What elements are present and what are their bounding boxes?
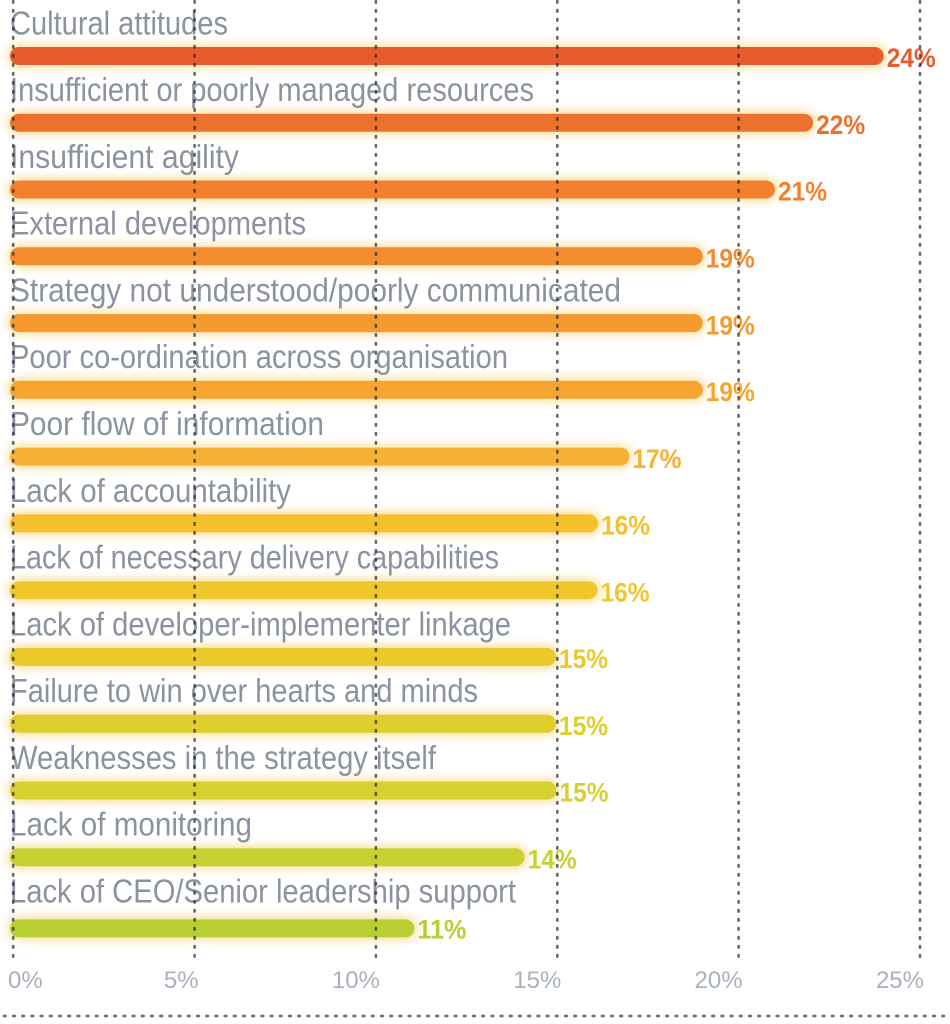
svg-text:15%: 15%: [559, 644, 608, 674]
svg-text:0%: 0%: [8, 967, 43, 994]
svg-text:16%: 16%: [601, 577, 650, 607]
svg-text:Poor flow of information: Poor flow of information: [10, 406, 324, 443]
svg-text:Failure to win over hearts and: Failure to win over hearts and minds: [10, 673, 478, 710]
svg-text:Lack of necessary delivery cap: Lack of necessary delivery capabilities: [10, 540, 499, 577]
svg-text:19%: 19%: [706, 310, 755, 340]
svg-text:19%: 19%: [706, 244, 755, 274]
svg-text:17%: 17%: [632, 444, 681, 474]
svg-text:External developments: External developments: [10, 206, 306, 243]
svg-text:21%: 21%: [778, 177, 827, 207]
svg-text:14%: 14%: [528, 844, 577, 874]
svg-text:15%: 15%: [513, 967, 561, 994]
svg-text:Strategy not understood/poorly: Strategy not understood/poorly communica…: [10, 273, 621, 310]
svg-text:Lack of accountability: Lack of accountability: [10, 473, 291, 510]
svg-text:Lack of monitoring: Lack of monitoring: [10, 807, 252, 844]
svg-text:24%: 24%: [887, 43, 936, 73]
svg-text:Insufficient or poorly managed: Insufficient or poorly managed resources: [10, 72, 534, 109]
svg-text:Cultural attitudes: Cultural attitudes: [10, 5, 228, 42]
svg-text:19%: 19%: [706, 377, 755, 407]
svg-text:20%: 20%: [695, 967, 743, 994]
svg-text:15%: 15%: [559, 711, 608, 741]
svg-text:25%: 25%: [876, 967, 924, 994]
svg-text:Lack of CEO/Senior leadership: Lack of CEO/Senior leadership support: [10, 873, 517, 910]
svg-text:Insufficient agility: Insufficient agility: [10, 139, 239, 176]
svg-text:16%: 16%: [601, 511, 650, 541]
svg-text:5%: 5%: [164, 967, 199, 994]
svg-text:Poor co-ordination across orga: Poor co-ordination across organisation: [10, 339, 508, 376]
svg-text:Weaknesses in the strategy its: Weaknesses in the strategy itself: [10, 740, 437, 777]
svg-text:10%: 10%: [332, 967, 380, 994]
svg-text:11%: 11%: [417, 914, 466, 944]
svg-text:22%: 22%: [816, 110, 865, 140]
svg-text:Lack of developer-implementer: Lack of developer-implementer linkage: [10, 606, 511, 643]
svg-text:15%: 15%: [560, 778, 609, 808]
